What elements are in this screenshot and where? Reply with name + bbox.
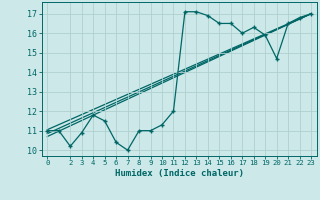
- X-axis label: Humidex (Indice chaleur): Humidex (Indice chaleur): [115, 169, 244, 178]
